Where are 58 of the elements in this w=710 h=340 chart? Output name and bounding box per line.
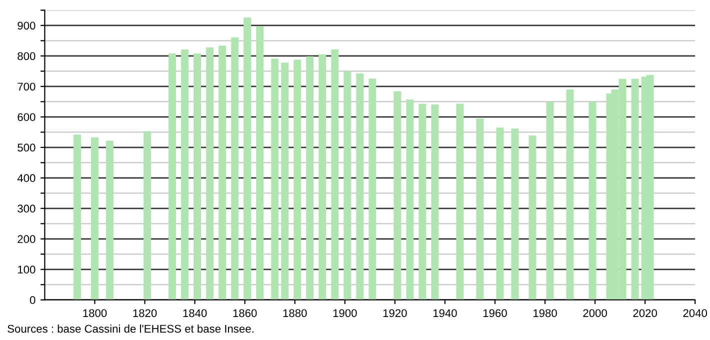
y-tick-label: 500 [18, 144, 36, 152]
x-tick-label: 2040 [683, 309, 708, 318]
bar [418, 104, 426, 300]
x-tick-label: 1860 [233, 309, 257, 318]
bar [566, 89, 574, 300]
y-tick-label: 600 [18, 113, 36, 122]
bar [306, 56, 314, 300]
bar [431, 104, 439, 300]
bar [91, 137, 99, 300]
x-tick-label: 1880 [283, 309, 307, 318]
bar [511, 128, 519, 300]
bar [244, 18, 252, 300]
y-tick-label: 800 [18, 52, 36, 60]
source-note: Sources : base Cassini de l'EHESS et base Insee. [8, 324, 254, 333]
bar [356, 73, 364, 300]
bar [206, 47, 214, 300]
bar [194, 54, 202, 300]
bar [331, 50, 339, 300]
x-tick-label: 2000 [583, 309, 607, 318]
bar [588, 102, 596, 300]
bar [546, 102, 554, 300]
bar [368, 78, 376, 300]
bar [631, 78, 639, 300]
bar [73, 134, 81, 300]
x-tick-label: 1940 [433, 309, 457, 318]
x-tick-label: 1960 [483, 309, 507, 318]
y-tick-label: 400 [17, 174, 36, 182]
bar [271, 58, 279, 300]
bar [344, 71, 352, 300]
x-tick-label: 1980 [533, 309, 557, 318]
y-tick-label: 0 [30, 296, 36, 304]
bar [231, 37, 239, 300]
bar [168, 54, 176, 300]
y-tick-label: 900 [18, 22, 36, 30]
bar [394, 91, 402, 300]
bar [181, 50, 189, 300]
bar [496, 128, 504, 300]
y-tick-label: 100 [18, 266, 36, 274]
bar [218, 46, 226, 300]
x-tick-label: 1800 [83, 309, 107, 318]
bar [318, 54, 326, 300]
bar [528, 136, 536, 300]
x-tick-label: 1840 [183, 309, 207, 318]
bar [456, 104, 464, 300]
bar [256, 26, 264, 300]
x-tick-label: 2020 [633, 309, 657, 318]
x-tick-label: 1820 [133, 309, 157, 318]
bar [294, 60, 302, 300]
x-tick-label: 1900 [333, 309, 357, 318]
y-tick-label: 300 [18, 204, 36, 213]
x-tick-label: 1920 [383, 309, 407, 318]
bar [144, 131, 152, 300]
y-tick-label: 200 [18, 235, 36, 244]
bar [476, 118, 484, 300]
bar [406, 100, 414, 300]
bar [281, 62, 289, 300]
bar [106, 140, 114, 300]
y-tick-label: 700 [18, 82, 36, 91]
